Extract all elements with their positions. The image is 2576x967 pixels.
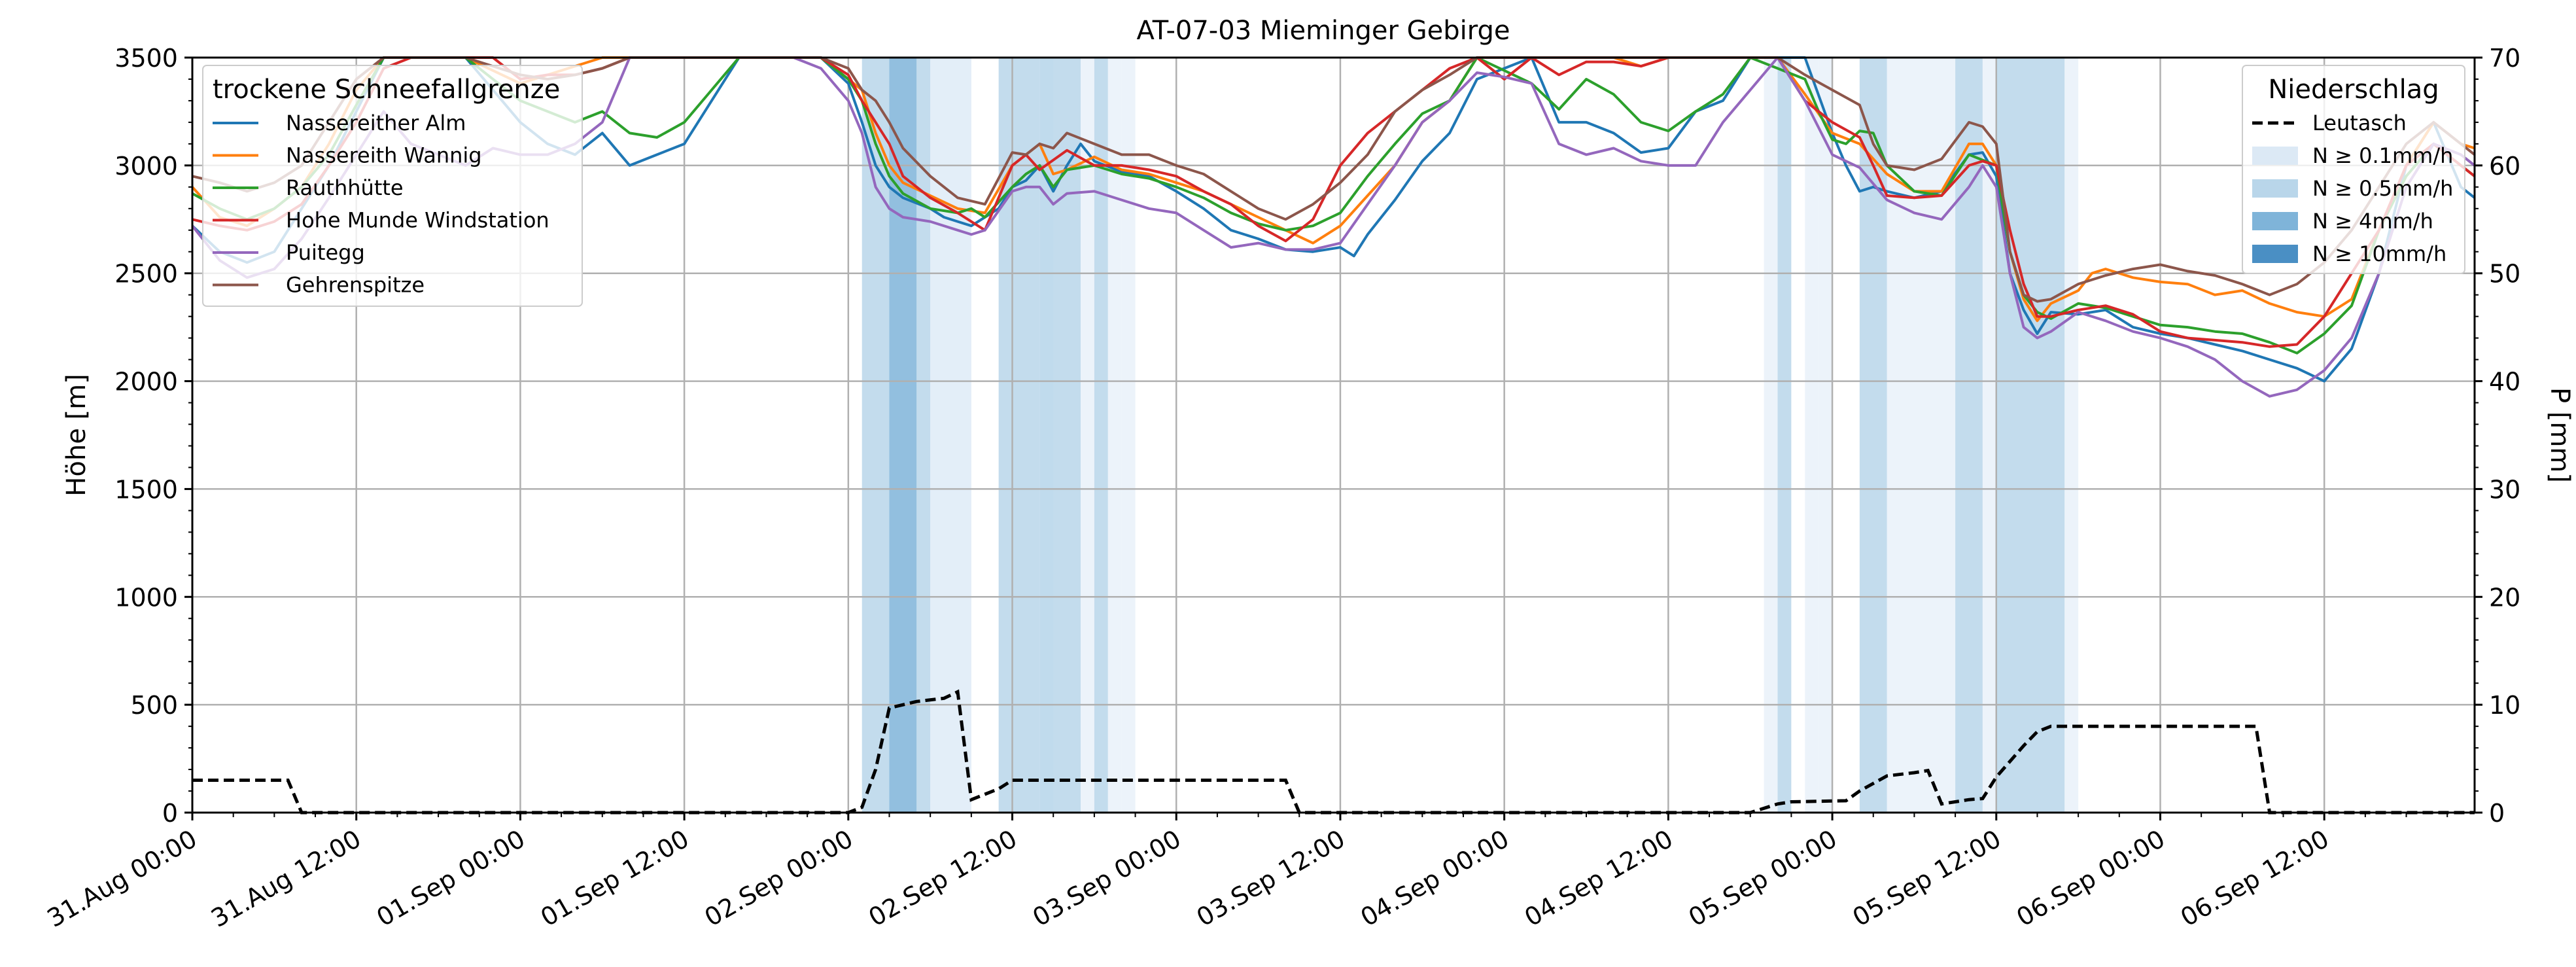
precip-band xyxy=(1777,58,1792,813)
legend-label-leutasch: Leutasch xyxy=(2312,111,2407,135)
y-tick-label: 3500 xyxy=(114,44,178,73)
series-line-3 xyxy=(192,56,2476,355)
x-tick-label: 06.Sep 00:00 xyxy=(2011,824,2170,932)
precip-band xyxy=(1805,58,1819,813)
legend-level-swatch-3 xyxy=(2252,212,2298,230)
legend-level-label-3: N ≥ 4mm/h xyxy=(2312,209,2433,234)
legend-label-6: Gehrenspitze xyxy=(286,273,425,298)
x-tick-label: 04.Sep 00:00 xyxy=(1355,824,1514,932)
precip-band xyxy=(1107,58,1122,813)
plot-frame xyxy=(191,56,2476,814)
precip-band xyxy=(2064,58,2079,813)
legend-label-5: Puitegg xyxy=(286,240,365,265)
series-layer xyxy=(191,56,2476,398)
legend-label-3: Rauthhütte xyxy=(286,175,404,200)
legend-level-swatch-4 xyxy=(2252,245,2298,263)
legend-left-box xyxy=(202,65,583,307)
legend-label-1: Nassereither Alm xyxy=(286,111,466,135)
legend-level-swatch-1 xyxy=(2252,147,2298,165)
precip-band xyxy=(1764,58,1778,813)
series-line-5 xyxy=(191,56,2476,398)
x-tick-label: 02.Sep 00:00 xyxy=(700,824,858,932)
y-tick-label: 3000 xyxy=(114,152,178,181)
precip-band xyxy=(916,58,931,813)
precip-band xyxy=(862,58,890,813)
y-tick-label: 1000 xyxy=(114,583,178,612)
x-tick-label: 03.Sep 12:00 xyxy=(1192,824,1350,932)
y2-tick-label: 40 xyxy=(2489,368,2520,396)
precip-layer xyxy=(192,689,2475,815)
y2-tick-label: 0 xyxy=(2489,799,2505,828)
y2-tick-label: 60 xyxy=(2489,152,2520,181)
legend-label-4: Hohe Munde Windstation xyxy=(286,208,549,233)
legend-label-2: Nassereith Wannig xyxy=(286,143,482,168)
precip-band xyxy=(1955,58,1983,813)
y2-tick-label: 50 xyxy=(2489,260,2520,289)
precip-band xyxy=(1996,58,2065,813)
series-line-6 xyxy=(192,56,2476,303)
x-tick-label: 01.Sep 00:00 xyxy=(372,824,530,932)
x-tick-label: 03.Sep 00:00 xyxy=(1028,824,1186,932)
y-tick-label: 2500 xyxy=(114,260,178,289)
y2-axis-label: P [mm] xyxy=(2545,387,2575,483)
legend-level-label-2: N ≥ 0.5mm/h xyxy=(2312,176,2453,201)
precip-line-leutasch xyxy=(192,689,2475,815)
y2-tick-label: 10 xyxy=(2489,691,2520,720)
y-axis-label: Höhe [m] xyxy=(61,374,92,496)
legend-left-title: trockene Schneefallgrenze xyxy=(213,75,560,105)
x-tick-label: 05.Sep 12:00 xyxy=(1848,824,2006,932)
legend-level-label-1: N ≥ 0.1mm/h xyxy=(2312,143,2453,168)
y-tick-label: 2000 xyxy=(114,368,178,396)
x-tick-label: 31.Aug 12:00 xyxy=(206,824,366,933)
x-tick-label: 31.Aug 00:00 xyxy=(43,824,202,933)
y-tick-label: 0 xyxy=(162,799,178,828)
legend-level-swatch-2 xyxy=(2252,179,2298,198)
precip-band xyxy=(1094,58,1108,813)
x-tick-label: 02.Sep 12:00 xyxy=(863,824,1022,932)
y2-tick-label: 20 xyxy=(2489,583,2520,612)
precip-band xyxy=(930,58,971,813)
y2-tick-label: 30 xyxy=(2489,475,2520,504)
x-tick-label: 01.Sep 12:00 xyxy=(536,824,694,932)
precip-band xyxy=(1039,58,1081,813)
precip-band xyxy=(1887,58,1956,813)
series-line-1 xyxy=(191,56,2476,383)
y-tick-label: 500 xyxy=(130,691,178,720)
legend-right: Niederschlag Leutasch N ≥ 0.1mm/h N ≥ 0.5… xyxy=(2242,65,2465,274)
y2-tick-label: 70 xyxy=(2489,44,2520,73)
legend-right-title: Niederschlag xyxy=(2268,75,2439,105)
legend-left: trockene Schneefallgrenze Nassereither A… xyxy=(202,65,583,307)
x-tick-label: 05.Sep 00:00 xyxy=(1684,824,1842,932)
precip-band xyxy=(1982,58,1996,813)
precip-band xyxy=(1080,58,1094,813)
x-tick-label: 04.Sep 12:00 xyxy=(1520,824,1678,932)
y-tick-label: 1500 xyxy=(114,475,178,504)
precip-band xyxy=(1819,58,1833,813)
x-tick-label: 06.Sep 12:00 xyxy=(2176,824,2334,932)
chart-title: AT-07-03 Mieminger Gebirge xyxy=(1136,16,1510,46)
precip-band xyxy=(1121,58,1136,813)
legend-level-label-4: N ≥ 10mm/h xyxy=(2312,241,2446,266)
